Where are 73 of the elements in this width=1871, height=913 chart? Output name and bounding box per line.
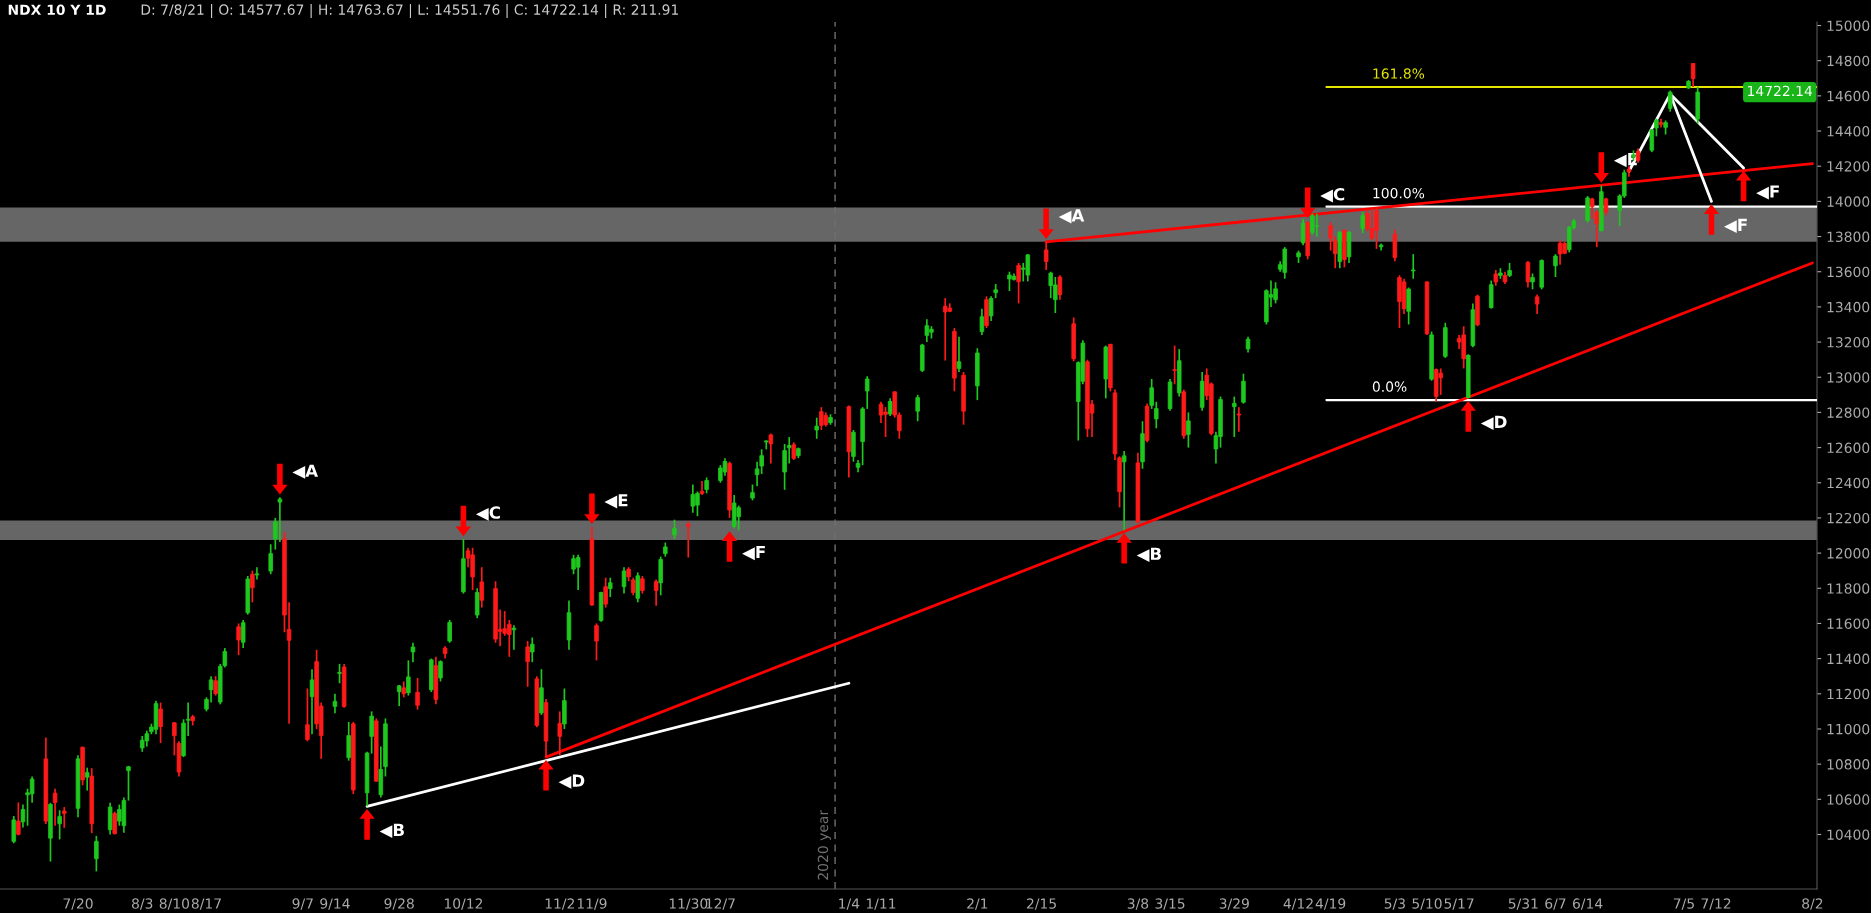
y-tick-label: 13600	[1827, 266, 1870, 278]
y-tick-label: 13400	[1827, 301, 1870, 313]
annotation: ◀C	[1320, 187, 1345, 203]
x-tick-label: 3/8	[1127, 898, 1149, 910]
y-tick-label: 14400	[1827, 126, 1870, 137]
y-tick-label: 13000	[1827, 372, 1870, 383]
x-tick-label: 6/7	[1545, 898, 1566, 910]
x-tick-label: 7/12	[1701, 898, 1731, 910]
x-tick-label: 8/2	[1802, 898, 1823, 910]
ref-line-label: 2020 year	[817, 809, 831, 880]
x-tick-label: 9/7	[292, 898, 313, 910]
x-tick-label: 7/20	[63, 898, 93, 910]
y-tick-label: 11200	[1827, 688, 1870, 700]
y-tick-label: 10800	[1827, 759, 1870, 770]
x-tick-label: 4/19	[1315, 898, 1346, 910]
annotation: 14722.14	[1748, 85, 1813, 96]
y-tick-label: 11000	[1827, 723, 1870, 735]
y-tick-label: 12600	[1827, 442, 1870, 454]
y-tick-label: 12400	[1827, 477, 1870, 489]
annotation: ◀F	[1756, 185, 1779, 200]
x-tick-label: 2/1	[967, 898, 988, 910]
annotation: ◀A	[292, 464, 319, 479]
y-tick-label: 14600	[1827, 90, 1870, 102]
y-tick-label: 11600	[1827, 618, 1870, 629]
y-tick-label: 14000	[1827, 196, 1870, 207]
x-tick-label: 11/30	[669, 898, 708, 910]
chart-subtitle: D: 7/8/21 | O: 14577.67 | H: 14763.67 | L: 14551.76 | C: 14722.14 | R: 211.91	[141, 4, 679, 18]
annotation: ◀B	[1136, 547, 1161, 562]
y-tick-label: 12000	[1827, 548, 1870, 559]
x-tick-label: 5/31	[1508, 898, 1538, 910]
x-tick-label: 5/17	[1444, 898, 1474, 910]
annotation: ◀A	[1058, 209, 1085, 224]
y-tick-label: 13800	[1827, 231, 1870, 243]
annotation: 161.8%	[1373, 68, 1425, 79]
annotation: ◀F	[742, 545, 765, 561]
annotation: 100.0%	[1373, 187, 1425, 199]
y-tick-label: 12200	[1827, 512, 1870, 524]
x-tick-label: 1/4	[839, 898, 860, 910]
x-tick-label: 12/7	[706, 898, 735, 910]
y-tick-label: 15000	[1827, 20, 1870, 31]
x-tick-label: 11/9	[577, 898, 607, 910]
annotation: ◀D	[558, 774, 585, 789]
y-tick-label: 11400	[1827, 653, 1870, 665]
y-tick-label: 11800	[1827, 583, 1870, 594]
x-tick-label: 10/12	[444, 898, 483, 910]
x-tick-label: 5/10	[1412, 898, 1442, 910]
x-tick-label: 3/15	[1155, 898, 1185, 910]
y-tick-label: 14800	[1827, 55, 1870, 67]
annotation: ◀C	[475, 506, 500, 521]
x-tick-label: 5/3	[1384, 898, 1405, 910]
x-tick-label: 7/5	[1673, 898, 1694, 910]
x-tick-label: 9/28	[384, 898, 414, 910]
x-tick-label: 4/12	[1283, 898, 1313, 910]
annotation: ◀B	[379, 823, 404, 838]
chart-title: NDX 10 Y 1D	[8, 4, 106, 16]
x-tick-label: 9/14	[320, 898, 350, 910]
x-tick-label: 3/29	[1219, 898, 1249, 910]
y-tick-label: 12800	[1827, 407, 1870, 418]
x-tick-label: 6/14	[1572, 898, 1603, 910]
x-tick-label: 8/17	[191, 898, 221, 910]
y-tick-label: 14200	[1827, 161, 1870, 172]
x-tick-label: 8/3	[132, 898, 153, 910]
annotation: ◀D	[1480, 415, 1507, 430]
x-tick-label: 8/10	[159, 898, 190, 910]
x-tick-label: 1/11	[866, 898, 896, 910]
y-tick-label: 13200	[1827, 337, 1870, 348]
x-tick-label: 2/15	[1026, 898, 1056, 910]
annotation: ◀E	[604, 494, 628, 509]
y-tick-label: 10400	[1827, 829, 1870, 840]
x-tick-label: 11/2	[545, 898, 574, 910]
annotation: ◀F	[1724, 218, 1747, 234]
y-tick-label: 10600	[1827, 794, 1870, 805]
annotation: 0.0%	[1372, 381, 1407, 392]
